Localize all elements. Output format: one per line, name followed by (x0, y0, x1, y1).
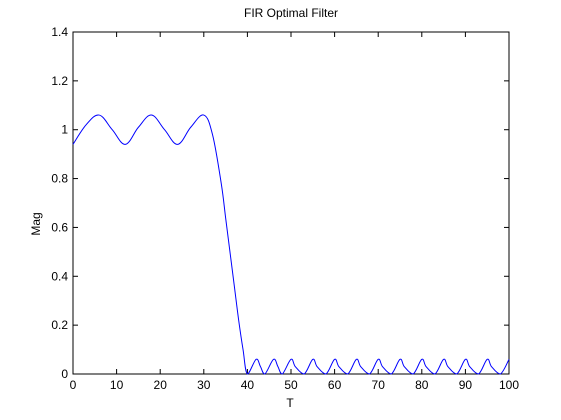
x-tick-label: 20 (154, 378, 168, 392)
x-tick-labels: 0 10 20 30 40 50 60 70 80 90 100 (70, 378, 520, 392)
x-tick-label: 80 (415, 378, 429, 392)
x-tick-label: 70 (372, 378, 386, 392)
x-tick-label: 100 (499, 378, 519, 392)
y-tick-label: 1.2 (51, 74, 68, 88)
chart-title: FIR Optimal Filter (244, 6, 338, 20)
x-tick-label: 10 (110, 378, 124, 392)
tick-marks (72, 31, 510, 375)
y-tick-labels: 0 0.2 0.4 0.6 0.8 1 1.2 1.4 (51, 25, 68, 381)
y-tick-label: 0 (61, 367, 68, 381)
y-tick-label: 1 (61, 123, 68, 137)
x-tick-label: 90 (459, 378, 473, 392)
y-tick-label: 0.2 (51, 318, 68, 332)
y-tick-label: 0.8 (51, 172, 68, 186)
x-tick-label: 60 (328, 378, 342, 392)
x-tick-label: 0 (70, 378, 77, 392)
x-axis-label: T (286, 396, 294, 410)
y-tick-label: 1.4 (51, 25, 68, 39)
magnitude-response-line (72, 114, 510, 375)
x-tick-label: 40 (241, 378, 255, 392)
y-axis-label: Mag (29, 212, 43, 235)
plot-area: 0 10 20 30 40 50 60 70 80 90 100 0 0.2 0.4 0.6 0.8 1 1.2… (51, 25, 519, 392)
y-tick-label: 0.6 (51, 220, 68, 234)
x-tick-label: 30 (197, 378, 211, 392)
axes-frame (72, 31, 510, 375)
x-tick-label: 50 (284, 378, 298, 392)
y-tick-label: 0.4 (51, 269, 68, 283)
